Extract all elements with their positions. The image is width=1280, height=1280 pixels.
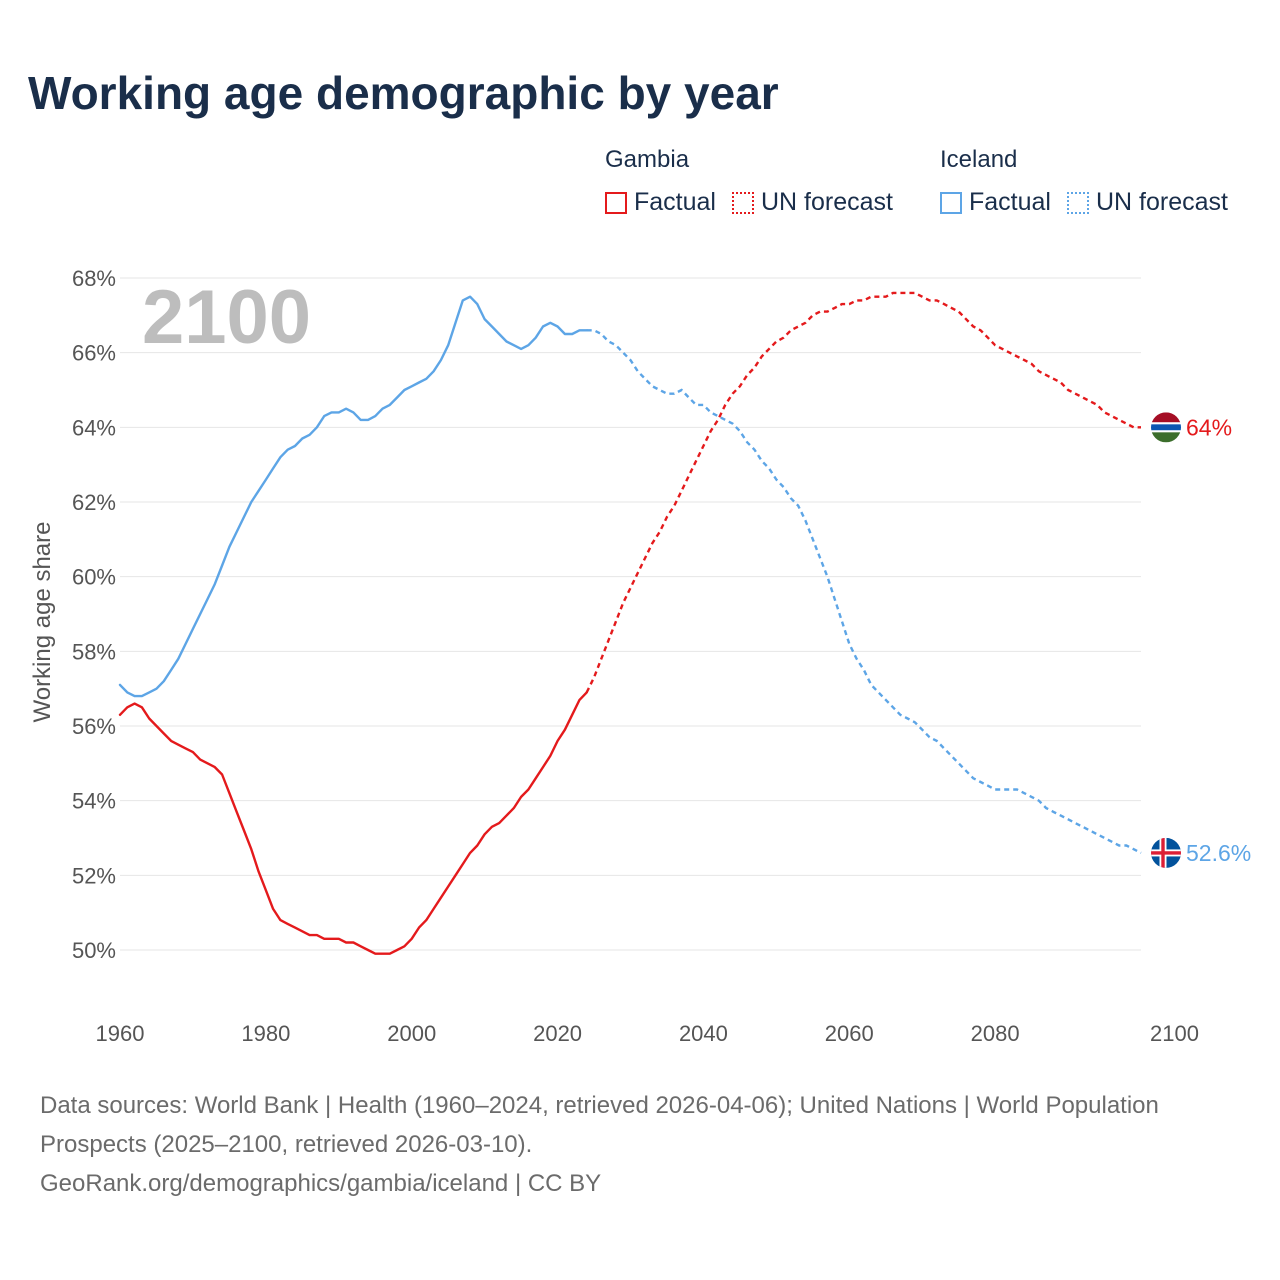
- legend-gambia: Gambia Factual UN forecast: [605, 146, 909, 217]
- x-tick-label: 1980: [241, 1021, 290, 1046]
- y-tick-label: 52%: [72, 863, 116, 888]
- end-label-iceland: 52.6%: [1186, 840, 1251, 866]
- x-tick-label: 1960: [96, 1021, 145, 1046]
- legend-label-iceland-forecast: UN forecast: [1095, 188, 1228, 216]
- y-tick-label: 64%: [72, 415, 116, 440]
- flag-gambia-icon: [1151, 412, 1181, 443]
- legend-swatch-gambia-forecast: [731, 191, 754, 214]
- series-line-gambia-forecast[interactable]: [585, 291, 1141, 693]
- line-chart: 2100 Working age share 50% 52% 54% 56% 58% 60…: [29, 266, 1251, 1046]
- y-axis-label: Working age share: [29, 522, 56, 723]
- x-tick-label: 2060: [825, 1021, 874, 1046]
- legend-country-gambia: Gambia: [605, 146, 690, 173]
- legend-label-gambia-factual: Factual: [634, 188, 716, 216]
- legend-swatch-iceland-forecast: [1066, 191, 1089, 214]
- grid: [120, 277, 1141, 951]
- y-tick-label: 54%: [72, 789, 116, 814]
- footer: Data sources: World Bank | Health (1960–…: [40, 1086, 1180, 1203]
- legend-gambia-forecast[interactable]: UN forecast: [731, 188, 893, 217]
- legend-swatch-gambia-factual: [605, 191, 627, 214]
- series-line-gambia-factual[interactable]: [118, 691, 588, 955]
- y-tick-label: 66%: [72, 341, 116, 366]
- y-tick-label: 56%: [72, 714, 116, 739]
- x-tick-label: 2040: [679, 1021, 728, 1046]
- footer-link[interactable]: GeoRank.org/demographics/gambia/iceland …: [40, 1170, 602, 1197]
- x-tick-label: 2020: [533, 1021, 582, 1046]
- y-tick-label: 62%: [72, 490, 116, 515]
- legend-gambia-factual[interactable]: Factual: [605, 188, 716, 217]
- x-axis: 1960 1980 2000 2020 2040 2060 2080 2100: [96, 1021, 1199, 1046]
- y-tick-label: 50%: [72, 938, 116, 963]
- legend-swatch-iceland-factual: [940, 191, 962, 214]
- end-label-gambia: 64%: [1186, 414, 1232, 440]
- x-tick-label: 2000: [387, 1021, 436, 1046]
- y-tick-label: 60%: [72, 565, 116, 590]
- x-tick-label: 2080: [971, 1021, 1020, 1046]
- legend-iceland: Iceland Factual UN forecast: [940, 146, 1228, 217]
- y-tick-label: 58%: [72, 639, 116, 664]
- legend-label-gambia-forecast: UN forecast: [760, 188, 893, 216]
- flag-iceland-icon: [1151, 837, 1181, 868]
- year-label: 2100: [142, 275, 311, 360]
- y-tick-label: 68%: [72, 266, 116, 291]
- series-line-iceland-forecast[interactable]: [586, 329, 1142, 854]
- series: [118, 291, 1142, 955]
- legend-country-iceland: Iceland: [940, 146, 1018, 173]
- x-tick-label: 2100: [1150, 1021, 1199, 1046]
- legend-label-iceland-factual: Factual: [969, 188, 1051, 216]
- chart-title: Working age demographic by year: [28, 67, 779, 119]
- legend-iceland-forecast[interactable]: UN forecast: [1066, 188, 1228, 217]
- series-line-iceland-factual[interactable]: [118, 295, 588, 698]
- y-axis: 50% 52% 54% 56% 58% 60% 62% 64% 66% 68%: [72, 266, 116, 963]
- end-markers: 64% 52.6%: [1151, 412, 1251, 868]
- legend-iceland-factual[interactable]: Factual: [940, 188, 1051, 217]
- footer-sources: Data sources: World Bank | Health (1960–…: [40, 1092, 1159, 1158]
